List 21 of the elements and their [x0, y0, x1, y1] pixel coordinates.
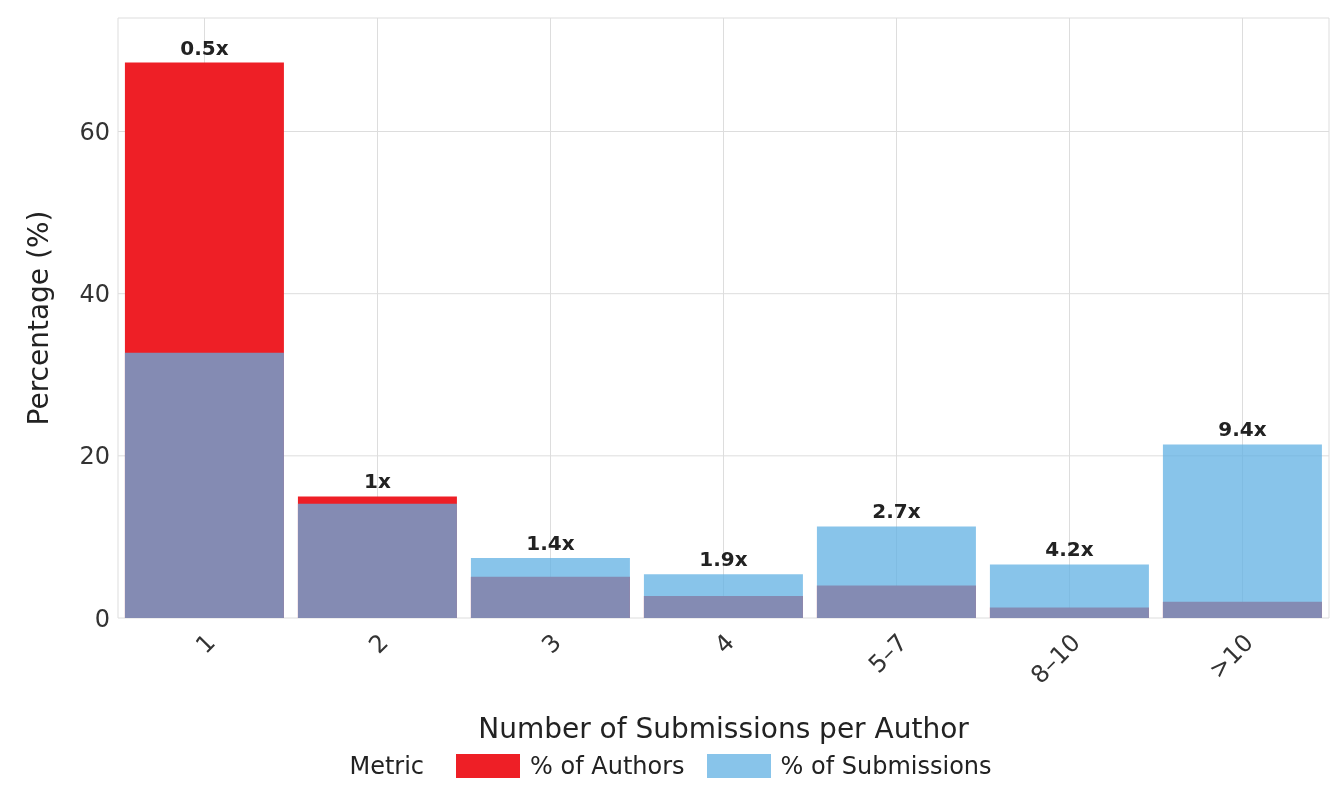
- x-tick-label: 5–7: [862, 628, 913, 679]
- annotation: 2.7x: [872, 499, 921, 524]
- y-tick-label: 20: [79, 442, 110, 471]
- y-axis-title: Percentage (%): [21, 210, 55, 426]
- annotation: 4.2x: [1045, 537, 1094, 562]
- annotation: 0.5x: [180, 35, 229, 60]
- x-axis-title: Number of Submissions per Author: [478, 712, 970, 745]
- annotation: 1x: [364, 469, 391, 494]
- annotation: 9.4x: [1218, 417, 1267, 442]
- annotation: 1.9x: [699, 547, 748, 572]
- y-tick-label: 40: [79, 280, 110, 309]
- annotation: 1.4x: [526, 531, 575, 555]
- y-tick-label: 60: [79, 118, 110, 147]
- x-tick-label: 2: [363, 628, 394, 660]
- legend-label: % of Authors: [530, 752, 685, 780]
- legend-label: % of Submissions: [780, 752, 992, 780]
- x-tick-label: 1: [190, 628, 221, 660]
- x-tick-label: 4: [709, 628, 740, 660]
- y-tick-label: 0: [94, 604, 110, 633]
- legend-title: Metric: [349, 752, 425, 780]
- x-tick-label: 3: [536, 628, 567, 660]
